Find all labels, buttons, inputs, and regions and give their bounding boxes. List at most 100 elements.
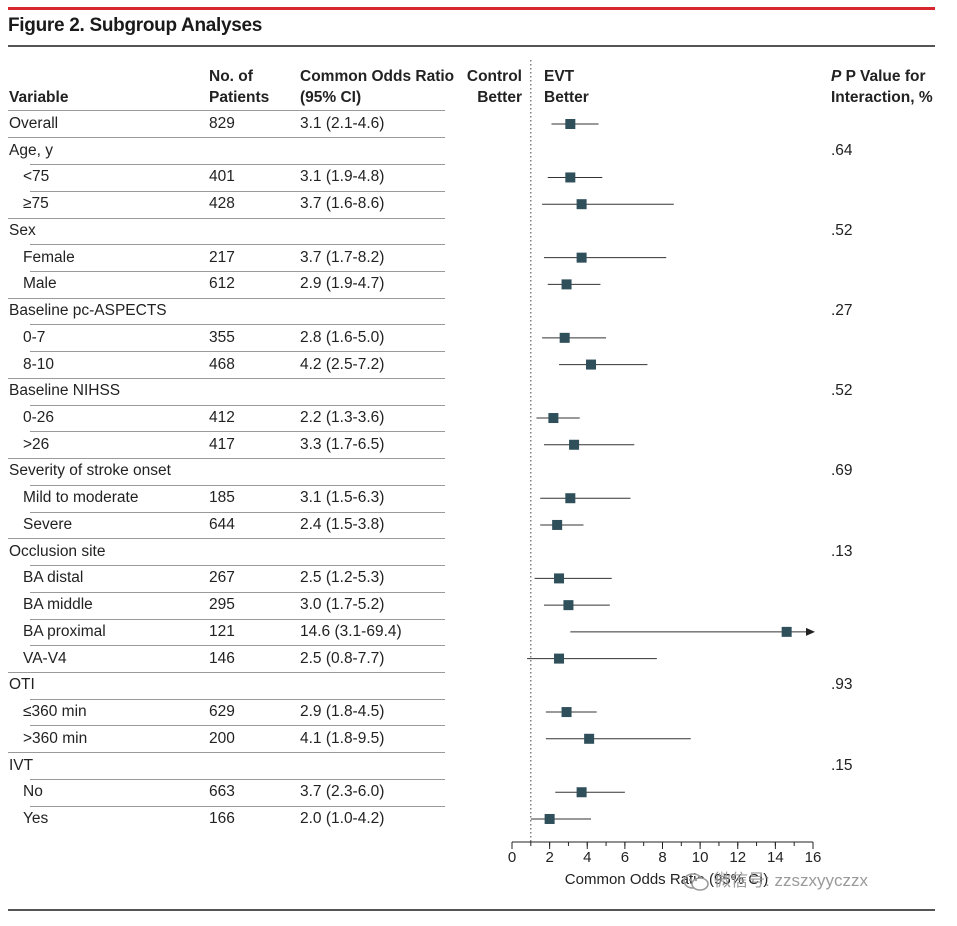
- group-label: Sex: [9, 221, 36, 239]
- patients-count: 146: [209, 649, 235, 667]
- row-separator: [30, 164, 445, 165]
- patients-count: 468: [209, 355, 235, 373]
- header-patients-line1: No. of: [209, 68, 253, 85]
- or-marker: [561, 707, 572, 718]
- row-separator: [30, 244, 445, 245]
- subgroup-label: VA-V4: [23, 649, 67, 667]
- group-label: Age, y: [9, 141, 53, 159]
- p-value-interaction: .13: [831, 542, 853, 560]
- subgroup-label: ≥75: [23, 195, 49, 213]
- row-separator: [30, 351, 445, 352]
- header-odds-ratio: Common Odds Ratio (95% CI): [300, 66, 454, 108]
- odds-ratio-ci: 2.5 (0.8-7.7): [300, 649, 385, 667]
- odds-ratio-ci: 2.8 (1.6-5.0): [300, 328, 385, 346]
- subgroup-label: Mild to moderate: [23, 489, 139, 507]
- group-label: Severity of stroke onset: [9, 462, 171, 480]
- p-value-interaction: .15: [831, 756, 853, 774]
- row-separator: [30, 592, 445, 593]
- ci-arrow: [806, 627, 815, 636]
- odds-ratio-ci: 3.3 (1.7-6.5): [300, 435, 385, 453]
- title-accent-rule: [8, 7, 935, 10]
- subgroup-label: BA proximal: [23, 622, 106, 640]
- header-evt-line1: EVT: [544, 68, 575, 85]
- odds-ratio-ci: 2.9 (1.8-4.5): [300, 703, 385, 721]
- odds-ratio-ci: 2.4 (1.5-3.8): [300, 515, 385, 533]
- subgroup-label: ≤360 min: [23, 703, 87, 721]
- row-separator: [30, 565, 445, 566]
- patients-count: 629: [209, 703, 235, 721]
- patients-count: 829: [209, 115, 235, 132]
- or-marker: [781, 626, 792, 637]
- subgroup-label: <75: [23, 168, 50, 186]
- subgroup-label: Yes: [23, 809, 49, 827]
- or-marker: [561, 279, 572, 290]
- header-control-line1: Control: [466, 68, 522, 85]
- p-value-interaction: .52: [831, 382, 853, 400]
- patients-count: 355: [209, 328, 235, 346]
- or-marker: [559, 332, 570, 343]
- header-underline: [8, 110, 445, 111]
- subgroup-label: BA distal: [23, 569, 84, 587]
- odds-ratio-ci: 2.2 (1.3-3.6): [300, 409, 385, 427]
- or-marker: [552, 519, 563, 530]
- subgroup-label: Overall: [9, 115, 59, 132]
- patients-count: 417: [209, 435, 235, 453]
- watermark-text: 微信号: zzszxyyczzx: [714, 871, 868, 890]
- or-marker: [544, 813, 555, 824]
- subgroup-label: 8-10: [23, 355, 55, 373]
- row-separator: [30, 271, 445, 272]
- patients-count: 644: [209, 515, 235, 533]
- p-value-interaction: .93: [831, 676, 853, 694]
- header-or-line2: (95% CI): [300, 89, 362, 106]
- row-separator: [30, 645, 445, 646]
- p-value-interaction: .52: [831, 221, 853, 239]
- subgroup-label: No: [23, 783, 43, 801]
- x-axis-label: Common Odds Ratio (95% CI): [565, 871, 768, 888]
- x-tick-label: 16: [805, 849, 822, 866]
- header-patients-line2: Patients: [209, 89, 270, 106]
- odds-ratio-ci: 3.1 (1.9-4.8): [300, 168, 385, 186]
- figure-title: Figure 2. Subgroup Analyses: [8, 15, 263, 36]
- p-value-interaction: .64: [831, 141, 853, 159]
- or-marker: [584, 733, 595, 744]
- group-label: Occlusion site: [9, 542, 106, 560]
- row-separator: [30, 485, 445, 486]
- patients-count: 412: [209, 409, 235, 427]
- row-separator: [30, 405, 445, 406]
- patients-count: 428: [209, 195, 235, 213]
- patients-count: 185: [209, 489, 235, 507]
- or-marker: [554, 653, 565, 664]
- row-separator: [8, 378, 445, 379]
- row-separator: [8, 752, 445, 753]
- group-label: Baseline pc-ASPECTS: [9, 302, 167, 320]
- bottom-rule: [8, 909, 935, 911]
- or-marker: [576, 252, 587, 263]
- or-marker: [565, 493, 576, 504]
- odds-ratio-ci: 2.5 (1.2-5.3): [300, 569, 385, 587]
- x-tick-label: 0: [508, 849, 516, 866]
- patients-count: 121: [209, 622, 235, 640]
- row-separator: [30, 324, 445, 325]
- row-separator: [30, 699, 445, 700]
- header-or-line1: Common Odds Ratio: [300, 68, 455, 85]
- header-p-line2: Interaction, %: [831, 89, 933, 106]
- odds-ratio-ci: 4.1 (1.8-9.5): [300, 729, 385, 747]
- header-evt-better: EVT Better: [544, 66, 589, 108]
- row-separator: [8, 218, 445, 219]
- row-separator: [30, 512, 445, 513]
- x-tick-label: 10: [692, 849, 709, 866]
- header-patients: No. of Patients: [209, 66, 269, 108]
- or-marker: [565, 119, 576, 129]
- row-separator: [8, 538, 445, 539]
- header-p-value: P P Value for Interaction, %: [831, 66, 933, 108]
- patients-count: 295: [209, 596, 235, 614]
- header-control-line2: Better: [477, 89, 522, 106]
- p-value-interaction: .69: [831, 462, 853, 480]
- odds-ratio-ci: 3.0 (1.7-5.2): [300, 596, 385, 614]
- patients-count: 166: [209, 809, 235, 827]
- subgroup-label: >360 min: [23, 729, 88, 747]
- subgroup-label: Female: [23, 248, 75, 266]
- x-tick-label: 2: [545, 849, 553, 866]
- x-tick-label: 14: [767, 849, 784, 866]
- row-separator: [30, 779, 445, 780]
